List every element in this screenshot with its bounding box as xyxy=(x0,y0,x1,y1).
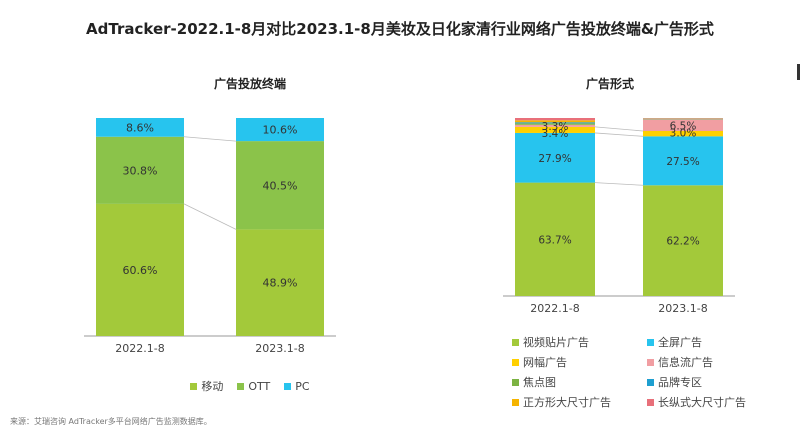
right-legend-label-6: 正方形大尺寸广告 xyxy=(523,396,611,409)
main-title: AdTracker-2022.1-8月对比2023.1-8月美妆及日化家清行业网… xyxy=(86,20,714,38)
right-bar-0-0 xyxy=(515,182,595,296)
right-bar-0-1 xyxy=(515,132,595,183)
right-legend-label-1: 全屏广告 xyxy=(658,336,702,349)
right-label-0-2: 63.7% xyxy=(538,234,571,246)
left-legend-swatch-2 xyxy=(284,382,292,390)
right-legend-label-3: 信息流广告 xyxy=(658,356,713,369)
left-label-0-1: 30.8% xyxy=(123,164,158,177)
right-bar-0-6 xyxy=(515,120,595,123)
left-tick-0: 2022.1-8 xyxy=(115,342,164,355)
right-legend-item-1: 全屏广告 xyxy=(647,334,782,350)
right-connector-2 xyxy=(594,126,644,132)
right-tick-0: 2022.1-8 xyxy=(530,302,579,315)
right-bar-1-1 xyxy=(643,136,723,186)
left-label-0-0: 60.6% xyxy=(123,264,158,277)
right-legend-label-2: 网幅广告 xyxy=(523,356,567,369)
right-legend-swatch-3 xyxy=(647,358,654,366)
left-label-0-2: 8.6% xyxy=(126,121,154,134)
left-label-1-2: 10.6% xyxy=(263,124,298,137)
left-legend-swatch-1 xyxy=(237,382,245,390)
right-legend-item-4: 焦点图 xyxy=(512,374,647,390)
left-connector-0 xyxy=(183,203,237,230)
right-bar-1-3 xyxy=(643,119,723,131)
right-legend-label-7: 长纵式大尺寸广告 xyxy=(658,396,746,409)
right-label-0-0: 3.3% xyxy=(542,121,569,133)
left-legend-swatch-0 xyxy=(190,382,198,390)
right-bar-1-2 xyxy=(643,130,723,137)
right-label-1-3: 3.0% xyxy=(670,127,697,139)
left-legend-item-1: OTT xyxy=(237,378,270,394)
right-legend-item-7: 长纵式大尺寸广告 xyxy=(647,394,782,410)
left-bar-1-1 xyxy=(236,141,324,230)
right-legend-item-2: 网幅广告 xyxy=(512,354,647,370)
right-legend-label-0: 视频贴片广告 xyxy=(523,336,589,349)
right-label-1-2: 62.2% xyxy=(666,236,699,248)
right-label-0-3: 3.4% xyxy=(542,128,569,140)
left-chart-title: 广告投放终端 xyxy=(213,77,286,91)
right-legend-item-5: 品牌专区 xyxy=(647,374,782,390)
right-bar-0-3 xyxy=(515,124,595,127)
left-label-1-0: 48.9% xyxy=(263,277,298,290)
right-legend-item-3: 信息流广告 xyxy=(647,354,782,370)
right-legend-item-6: 正方形大尺寸广告 xyxy=(512,394,647,410)
right-connector-1 xyxy=(594,132,644,137)
right-label-1-1: 27.5% xyxy=(666,156,699,168)
left-bar-1-2 xyxy=(236,118,324,142)
right-legend: 视频贴片广告 全屏广告网幅广告 信息流广告焦点图 品牌专区正方形大尺寸广告 长纵式大尺寸… xyxy=(512,334,782,410)
left-legend-item-2: PC xyxy=(284,378,310,394)
left-label-1-1: 40.5% xyxy=(263,179,298,192)
edge-mark xyxy=(797,64,800,80)
right-legend-swatch-6 xyxy=(512,398,519,406)
left-legend-label-0: 移动 xyxy=(201,380,224,393)
right-chart-title: 广告形式 xyxy=(585,77,634,91)
right-bar-0-7 xyxy=(515,118,595,121)
left-bar-0-0 xyxy=(96,203,184,336)
source-note: 来源：艾瑞咨询 AdTracker多平台网络广告监测数据库。 xyxy=(10,417,212,426)
left-bar-1-0 xyxy=(236,229,324,336)
left-legend-item-0: 移动 xyxy=(190,378,223,394)
right-bar-0-2 xyxy=(515,126,595,133)
right-bar-0-5 xyxy=(515,122,595,124)
right-bar-0-4 xyxy=(515,123,595,125)
right-legend-item-0: 视频贴片广告 xyxy=(512,334,647,350)
right-label-1-0: 6.5% xyxy=(670,120,697,132)
right-legend-swatch-0 xyxy=(512,338,519,346)
right-tick-1: 2023.1-8 xyxy=(658,302,707,315)
right-connector-0 xyxy=(594,182,644,186)
right-legend-label-4: 焦点图 xyxy=(523,376,556,389)
left-bar-0-2 xyxy=(96,118,184,137)
right-legend-swatch-5 xyxy=(647,378,654,386)
right-legend-swatch-4 xyxy=(512,378,519,386)
right-legend-swatch-1 xyxy=(647,338,654,346)
right-legend-label-5: 品牌专区 xyxy=(658,376,702,389)
right-bar-1-0 xyxy=(643,185,723,296)
left-legend-label-1: OTT xyxy=(248,379,271,393)
right-legend-swatch-2 xyxy=(512,358,519,366)
left-tick-1: 2023.1-8 xyxy=(255,342,304,355)
left-connector-1 xyxy=(183,136,237,142)
left-bar-0-1 xyxy=(96,136,184,204)
right-legend-swatch-7 xyxy=(647,398,654,406)
left-legend: 移动 OTT PC xyxy=(140,378,360,394)
left-legend-label-2: PC xyxy=(295,379,310,393)
right-label-0-1: 27.9% xyxy=(538,153,571,165)
